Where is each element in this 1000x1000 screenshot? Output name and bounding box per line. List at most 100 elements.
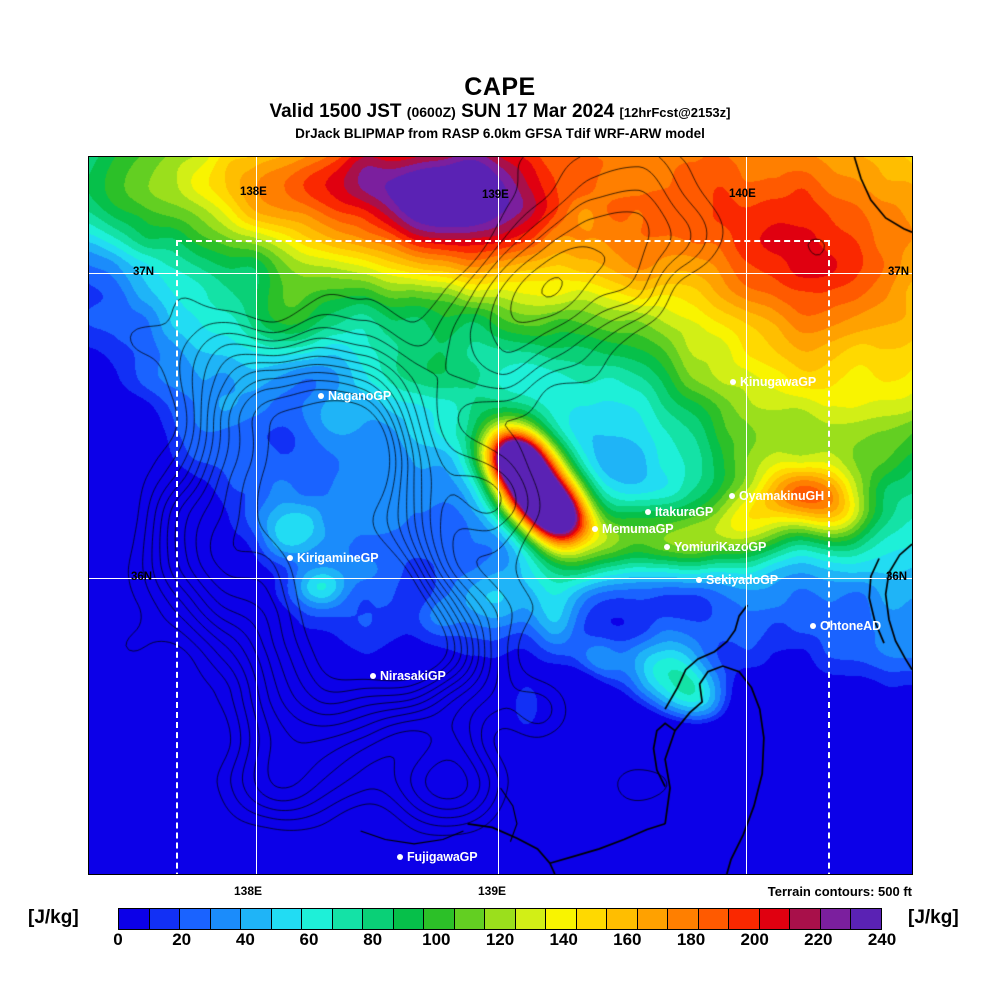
station-dot-icon xyxy=(397,853,403,860)
title-block: CAPE Valid 1500 JST (0600Z) SUN 17 Mar 2… xyxy=(0,74,1000,143)
colorbar-segment xyxy=(210,909,242,929)
colorbar-segment xyxy=(149,909,181,929)
forecast-domain-box xyxy=(176,240,830,874)
station-marker[interactable]: NirasakiGP xyxy=(370,667,446,685)
colorbar-tick-label: 220 xyxy=(804,930,833,949)
colorbar-segment xyxy=(119,909,150,929)
station-label: FujigawaGP xyxy=(407,849,478,864)
colorbar-segment xyxy=(637,909,669,929)
lat-label-left-37: 37N xyxy=(133,266,155,278)
colorbar-segment xyxy=(180,909,211,929)
colorbar-segment xyxy=(607,909,638,929)
valid-time-utc: (0600Z) xyxy=(406,104,456,120)
colorbar-tick-label: 120 xyxy=(485,930,515,949)
colorbar-segment xyxy=(668,909,699,929)
colorbar-segment xyxy=(332,909,364,929)
colorbar-tick-label: 20 xyxy=(172,930,192,949)
station-dot-icon xyxy=(287,554,293,561)
colorbar-segment xyxy=(424,909,455,929)
forecast-tag: [12hrFcst@2153z] xyxy=(619,105,731,120)
colorbar-tick-label: 240 xyxy=(867,930,897,949)
colorbar-segment xyxy=(302,909,333,929)
model-description: DrJack BLIPMAP from RASP 6.0km GFSA Tdif… xyxy=(295,126,705,141)
station-dot-icon xyxy=(664,543,670,550)
station-dot-icon xyxy=(370,672,376,679)
colorbar-segment xyxy=(759,909,791,929)
terrain-contour-note: Terrain contours: 500 ft xyxy=(767,884,912,899)
valid-time-line: Valid 1500 JST (0600Z) SUN 17 Mar 2024 [… xyxy=(0,100,1000,125)
colorbar-segment xyxy=(576,909,608,929)
colorbar-segment xyxy=(851,909,881,929)
colorbar-segment xyxy=(485,909,516,929)
lon-label-top-139: 139E xyxy=(482,189,509,201)
gridline-lon-138 xyxy=(256,157,257,874)
colorbar[interactable] xyxy=(118,908,882,930)
colorbar-tick-label: 0 xyxy=(113,930,123,949)
lon-label-top-140: 140E xyxy=(729,188,756,200)
valid-time-prefix: Valid 1500 JST xyxy=(269,101,402,122)
gridline-lat-36 xyxy=(89,578,912,579)
station-marker[interactable]: NaganoGP xyxy=(318,387,391,405)
station-label: NaganoGP xyxy=(328,388,392,403)
lon-label-bottom-138: 138E xyxy=(234,884,263,898)
cape-map[interactable] xyxy=(88,156,913,875)
station-dot-icon xyxy=(318,392,324,399)
colorbar-segment xyxy=(241,909,272,929)
station-marker[interactable]: SekiyadoGP xyxy=(696,571,778,589)
station-marker[interactable]: MemumaGP xyxy=(592,520,674,538)
station-label: NirasakiGP xyxy=(380,668,446,683)
lat-label-right-37: 37N xyxy=(888,266,910,278)
gridline-lon-139 xyxy=(498,157,499,874)
colorbar-segment xyxy=(393,909,425,929)
colorbar-segment xyxy=(729,909,760,929)
gridline-lat-37 xyxy=(89,273,912,274)
colorbar-segment xyxy=(820,909,852,929)
colorbar-tick-label: 200 xyxy=(740,930,769,949)
cape-field-canvas xyxy=(89,157,912,874)
colorbar-segment xyxy=(515,909,547,929)
colorbar-ticks: 0 20 40 60 80 100 120 140 160 180 200 220 240 xyxy=(113,930,896,954)
station-dot-icon xyxy=(696,576,702,583)
lon-label-bottom-139: 139E xyxy=(478,884,507,898)
lat-label-right-36: 36N xyxy=(886,571,908,583)
colorbar-tick-label: 60 xyxy=(299,930,319,949)
station-marker[interactable]: KirigamineGP xyxy=(287,549,379,567)
lon-label-top-138: 138E xyxy=(240,186,267,198)
gridline-lon-140 xyxy=(746,157,747,874)
lat-label-left-36: 36N xyxy=(131,571,153,583)
station-label: KirigamineGP xyxy=(297,550,379,565)
station-dot-icon xyxy=(729,492,735,499)
colorbar-segment xyxy=(698,909,730,929)
station-label: OyamakinuGH xyxy=(739,488,825,503)
valid-date: SUN 17 Mar 2024 xyxy=(461,101,615,122)
colorbar-tick-label: 180 xyxy=(676,930,706,949)
station-dot-icon xyxy=(592,525,598,532)
colorbar-segment xyxy=(790,909,821,929)
station-marker[interactable]: OhtoneAD xyxy=(810,617,881,635)
station-marker[interactable]: ItakuraGP xyxy=(645,503,713,521)
station-dot-icon xyxy=(730,378,736,385)
station-label: YomiuriKazoGP xyxy=(674,539,767,554)
colorbar-tick-label: 40 xyxy=(235,930,255,949)
station-dot-icon xyxy=(645,508,651,515)
colorbar-tick-label: 160 xyxy=(613,930,642,949)
colorbar-tick-label: 100 xyxy=(422,930,451,949)
station-dot-icon xyxy=(810,622,816,629)
station-marker[interactable]: OyamakinuGH xyxy=(729,487,824,505)
colorbar-segment xyxy=(546,909,577,929)
station-label: MemumaGP xyxy=(602,521,674,536)
station-marker[interactable]: FujigawaGP xyxy=(397,848,478,866)
station-marker[interactable]: YomiuriKazoGP xyxy=(664,538,766,556)
station-label: KinugawaGP xyxy=(740,374,817,389)
page-title: CAPE xyxy=(464,73,536,101)
unit-label-right: [J/kg] xyxy=(908,907,959,928)
station-label: ItakuraGP xyxy=(655,504,714,519)
colorbar-tick-label: 80 xyxy=(363,930,383,949)
station-label: SekiyadoGP xyxy=(706,572,778,587)
colorbar-segment xyxy=(454,909,486,929)
colorbar-segment xyxy=(363,909,394,929)
colorbar-segment xyxy=(271,909,303,929)
station-label: OhtoneAD xyxy=(820,618,881,633)
unit-label-left: [J/kg] xyxy=(28,907,79,928)
station-marker[interactable]: KinugawaGP xyxy=(730,373,816,391)
